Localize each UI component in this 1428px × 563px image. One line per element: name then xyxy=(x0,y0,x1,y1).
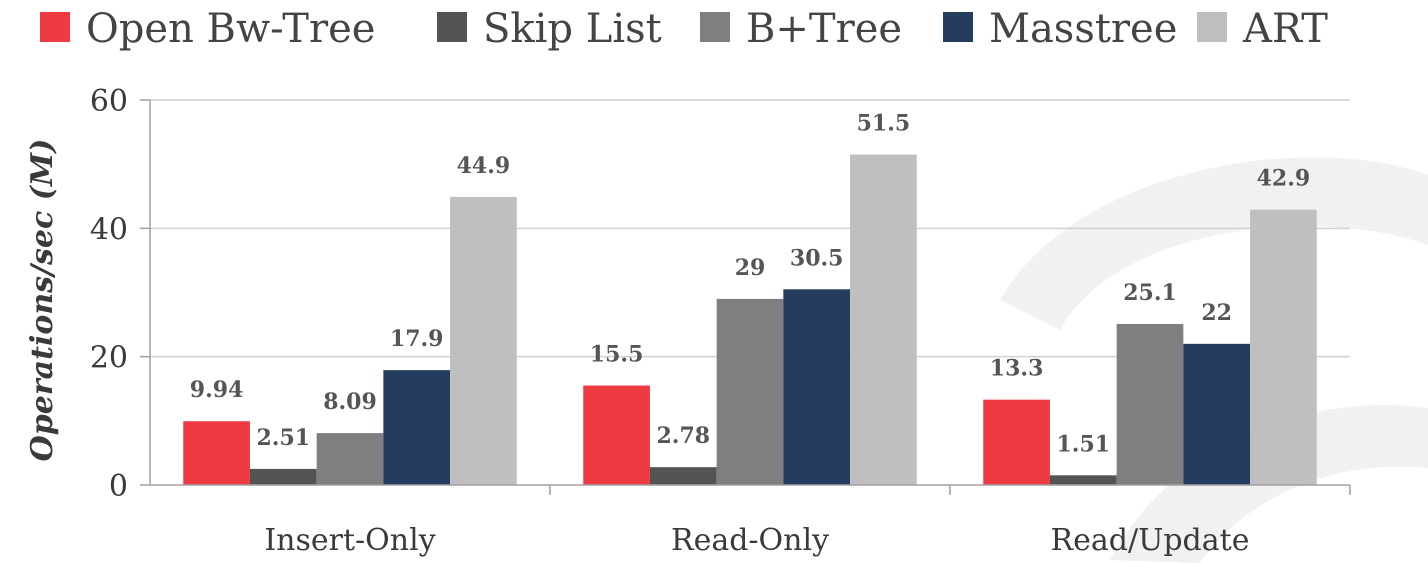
legend-swatch-open-bw-tree xyxy=(40,12,70,42)
data-label-masstree-read-only: 30.5 xyxy=(790,245,844,271)
bar-art-read-update xyxy=(1250,209,1317,485)
bar-b-tree-insert-only xyxy=(316,433,384,485)
legend-swatch-b-tree xyxy=(700,12,730,42)
data-label-b-tree-read-only: 29 xyxy=(735,255,766,281)
y-tick-label-0: 0 xyxy=(109,469,128,504)
data-label-open-bw-tree-read-update: 13.3 xyxy=(990,356,1044,382)
legend: Open Bw-Tree Skip List B+Tree Masstree ART xyxy=(40,6,1328,52)
legend-swatch-skip-list xyxy=(437,12,467,42)
bar-art-read-only xyxy=(850,154,917,485)
bar-masstree-insert-only xyxy=(383,370,451,485)
legend-label-open-bw-tree: Open Bw-Tree xyxy=(86,6,375,52)
data-label-b-tree-read-update: 25.1 xyxy=(1123,280,1177,306)
legend-label-skip-list: Skip List xyxy=(483,6,662,52)
data-label-art-read-only: 51.5 xyxy=(857,111,911,137)
bar-open-bw-tree-insert-only xyxy=(183,421,250,485)
bar-skip-list-read-only xyxy=(649,467,717,485)
bar-art-insert-only xyxy=(450,196,517,485)
data-label-art-insert-only: 44.9 xyxy=(457,153,511,179)
data-label-b-tree-insert-only: 8.09 xyxy=(323,389,377,415)
axes: 0 20 40 60 Insert-Only Read-Only Read/Update xyxy=(90,84,1351,558)
y-tick-label-40: 40 xyxy=(90,212,128,247)
bar-masstree-read-update xyxy=(1183,343,1251,485)
legend-label-b-tree: B+Tree xyxy=(746,6,902,52)
legend-swatch-masstree xyxy=(943,12,973,42)
data-label-masstree-read-update: 22 xyxy=(1201,300,1232,326)
bars xyxy=(183,154,1317,485)
x-tick-label-read-only: Read-Only xyxy=(671,523,829,558)
bar-open-bw-tree-read-only xyxy=(583,385,650,485)
bar-masstree-read-only xyxy=(783,289,851,485)
data-label-skip-list-read-only: 2.78 xyxy=(657,423,711,449)
bar-skip-list-insert-only xyxy=(249,468,317,485)
y-tick-label-60: 60 xyxy=(90,84,128,119)
x-tick-label-read-update: Read/Update xyxy=(1051,523,1250,558)
watermark-swoosh-upper xyxy=(1000,157,1428,330)
y-axis-label: Operations/sec (M) xyxy=(25,139,60,462)
data-label-art-read-update: 42.9 xyxy=(1257,166,1311,192)
bar-b-tree-read-only xyxy=(716,298,784,485)
bar-open-bw-tree-read-update xyxy=(983,399,1050,485)
bar-b-tree-read-update xyxy=(1116,323,1184,485)
legend-label-art: ART xyxy=(1242,6,1328,52)
x-tick-label-insert-only: Insert-Only xyxy=(264,523,435,558)
data-label-open-bw-tree-insert-only: 9.94 xyxy=(190,377,244,403)
data-label-skip-list-insert-only: 2.51 xyxy=(257,425,311,451)
y-tick-label-20: 20 xyxy=(90,341,128,376)
data-label-open-bw-tree-read-only: 15.5 xyxy=(590,342,644,368)
bar-skip-list-read-update xyxy=(1049,475,1117,485)
data-label-skip-list-read-update: 1.51 xyxy=(1057,431,1111,457)
data-label-masstree-insert-only: 17.9 xyxy=(390,326,444,352)
legend-label-masstree: Masstree xyxy=(989,6,1177,52)
legend-swatch-art xyxy=(1197,12,1227,42)
value-labels: 9.94 2.51 8.09 17.9 44.9 15.5 2.78 29 30.5 51.5 13… xyxy=(190,111,1310,458)
